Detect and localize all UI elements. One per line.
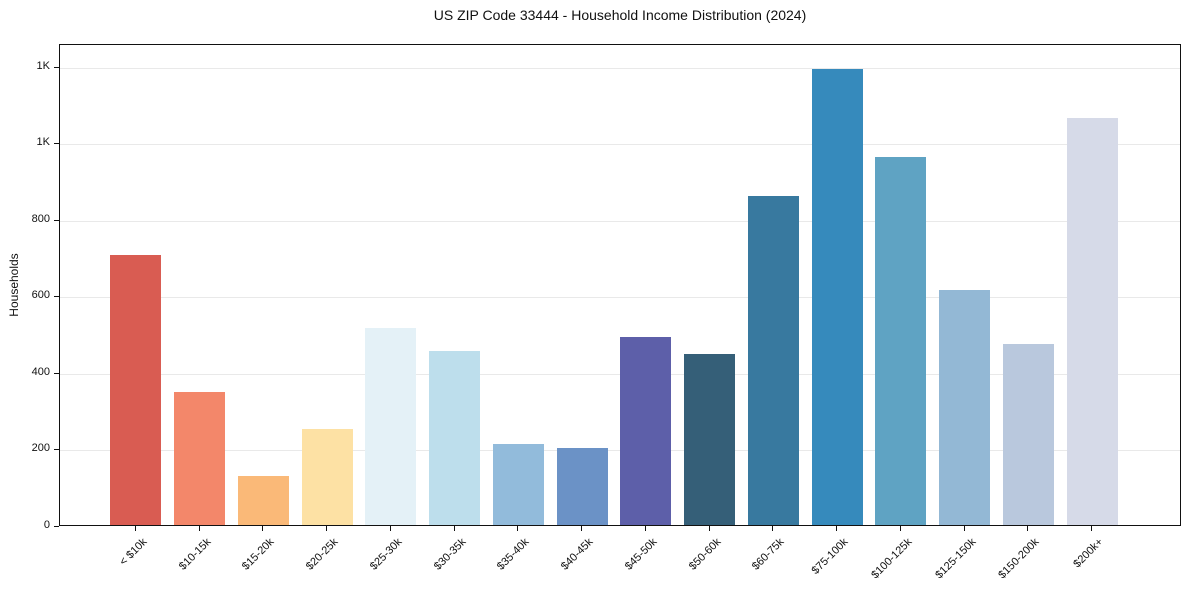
x-tick-mark <box>836 526 838 531</box>
y-tick-label: 0 <box>43 519 50 531</box>
bar <box>1002 344 1054 525</box>
x-tick-label: < $10k <box>117 536 150 569</box>
x-tick-mark <box>389 526 391 531</box>
x-tick-mark <box>1027 526 1029 531</box>
x-tick-mark <box>708 526 710 531</box>
x-tick-mark <box>262 526 264 531</box>
bar <box>747 196 799 525</box>
bar <box>110 254 162 525</box>
bar <box>301 428 353 525</box>
grid-line <box>60 450 1180 452</box>
y-tick-mark <box>54 296 59 298</box>
x-tick-mark <box>581 526 583 531</box>
y-tick-mark <box>54 66 59 68</box>
y-tick-label: 200 <box>31 442 50 455</box>
bar <box>492 443 544 525</box>
bar <box>939 289 991 525</box>
y-tick-label: 600 <box>31 289 50 302</box>
y-tick-mark <box>54 449 59 451</box>
bar <box>620 337 672 525</box>
bar <box>811 69 863 525</box>
bar <box>365 328 417 525</box>
y-tick-mark <box>54 372 59 374</box>
x-tick-mark <box>453 526 455 531</box>
y-tick-label: 1K <box>36 136 50 149</box>
bar <box>875 157 927 525</box>
bar <box>556 448 608 525</box>
x-tick-mark <box>198 526 200 531</box>
x-tick-mark <box>517 526 519 531</box>
x-tick-mark <box>134 526 136 531</box>
x-tick-mark <box>1091 526 1093 531</box>
y-tick-mark <box>54 219 59 221</box>
bar <box>1066 117 1118 525</box>
bar <box>429 351 481 525</box>
y-tick-mark <box>54 143 59 145</box>
y-axis-label: Households <box>7 253 21 317</box>
y-tick-label: 800 <box>31 212 50 225</box>
grid-line <box>60 67 1180 69</box>
y-tick-label: 1K <box>36 59 50 72</box>
plot-area <box>59 44 1181 526</box>
grid-line <box>60 144 1180 146</box>
grid-line <box>60 220 1180 222</box>
x-tick-mark <box>772 526 774 531</box>
x-tick-mark <box>899 526 901 531</box>
x-tick-mark <box>326 526 328 531</box>
chart-title: US ZIP Code 33444 - Household Income Dis… <box>433 7 807 23</box>
x-tick-mark <box>644 526 646 531</box>
y-tick-mark <box>54 526 59 527</box>
x-tick-mark <box>963 526 965 531</box>
bar <box>174 391 226 525</box>
grid-line <box>60 373 1180 375</box>
grid-line <box>60 297 1180 299</box>
y-tick-label: 400 <box>31 365 50 378</box>
bar <box>237 476 289 525</box>
bar <box>684 354 736 525</box>
